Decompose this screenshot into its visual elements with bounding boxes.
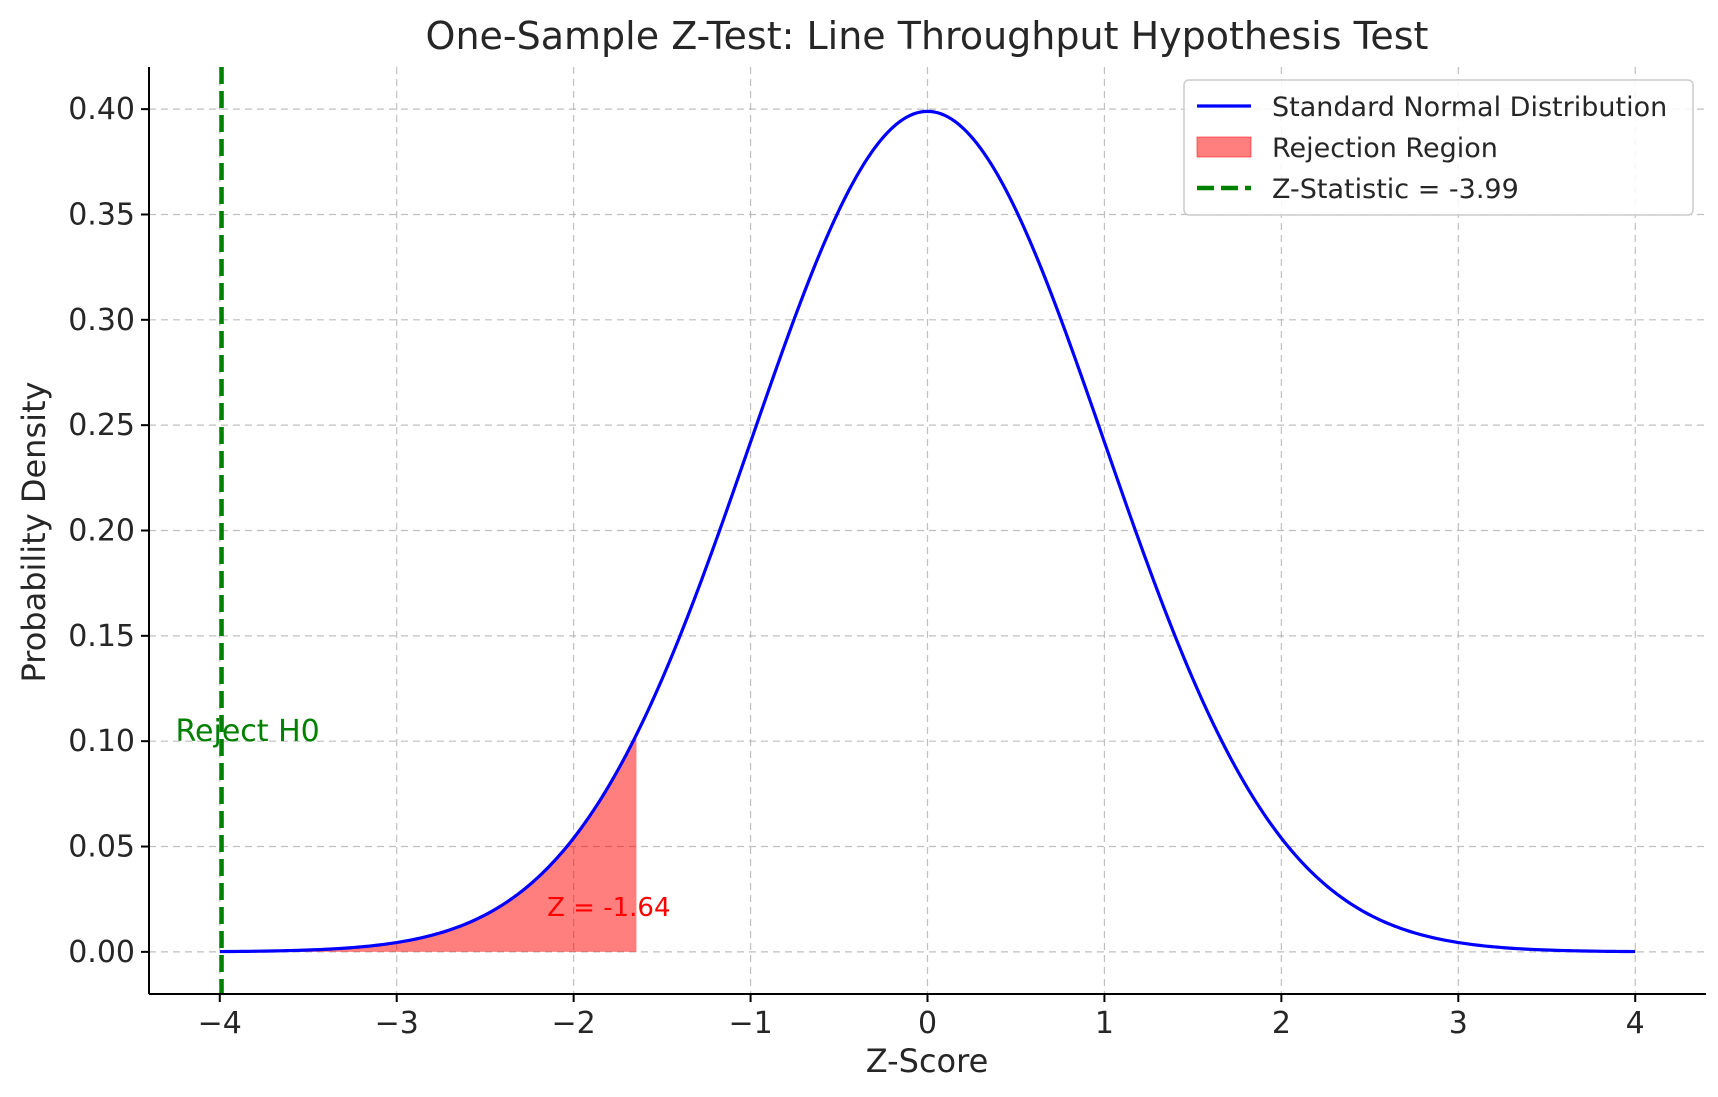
x-tick-label: 4 [1626, 1006, 1645, 1041]
critical-value-annotation: Z = -1.64 [547, 893, 670, 923]
y-tick-label: 0.10 [68, 724, 135, 759]
legend-box [1183, 79, 1694, 216]
x-tick-label: 2 [1272, 1006, 1291, 1041]
axes: −4 −3 −2 −1 0 1 2 3 4 0.00 0.05 0.10 0.15 0.20 0.25 0.3… [68, 67, 1706, 1041]
chart-title: One-Sample Z-Test: Line Throughput Hypot… [426, 14, 1429, 58]
x-tick-label: 1 [1095, 1006, 1114, 1041]
y-tick-label: 0.05 [68, 830, 135, 865]
y-tick-label: 0.40 [68, 92, 135, 127]
rejection-region-area [219, 734, 637, 952]
y-tick-label: 0.15 [68, 619, 135, 654]
x-tick-label: 0 [918, 1006, 937, 1041]
y-tick-label: 0.00 [68, 935, 135, 970]
y-tick-label: 0.30 [68, 303, 135, 338]
normal-distribution-line [219, 109, 1636, 954]
legend-entry-label: Rejection Region [1272, 133, 1498, 164]
y-tick-label: 0.35 [68, 197, 135, 232]
x-tick-label: −4 [198, 1006, 242, 1041]
plot-marks: Z = -1.64 Reject H0 [176, 67, 1636, 994]
legend-entry-label: Z-Statistic = -3.99 [1272, 174, 1519, 205]
y-axis-label: Probability Density [15, 382, 53, 683]
legend: Standard Normal Distribution Rejection Re… [1183, 79, 1694, 216]
reject-h0-annotation: Reject H0 [176, 714, 320, 749]
legend-area-swatch [1196, 136, 1252, 158]
legend-entry-label: Standard Normal Distribution [1272, 92, 1667, 123]
y-tick-label: 0.25 [68, 408, 135, 443]
x-axis-label: Z-Score [866, 1042, 989, 1080]
x-tick-label: −3 [375, 1006, 419, 1041]
x-tick-label: 3 [1449, 1006, 1468, 1041]
y-tick-label: 0.20 [68, 514, 135, 549]
x-tick-label: −1 [728, 1006, 772, 1041]
x-tick-label: −2 [552, 1006, 596, 1041]
